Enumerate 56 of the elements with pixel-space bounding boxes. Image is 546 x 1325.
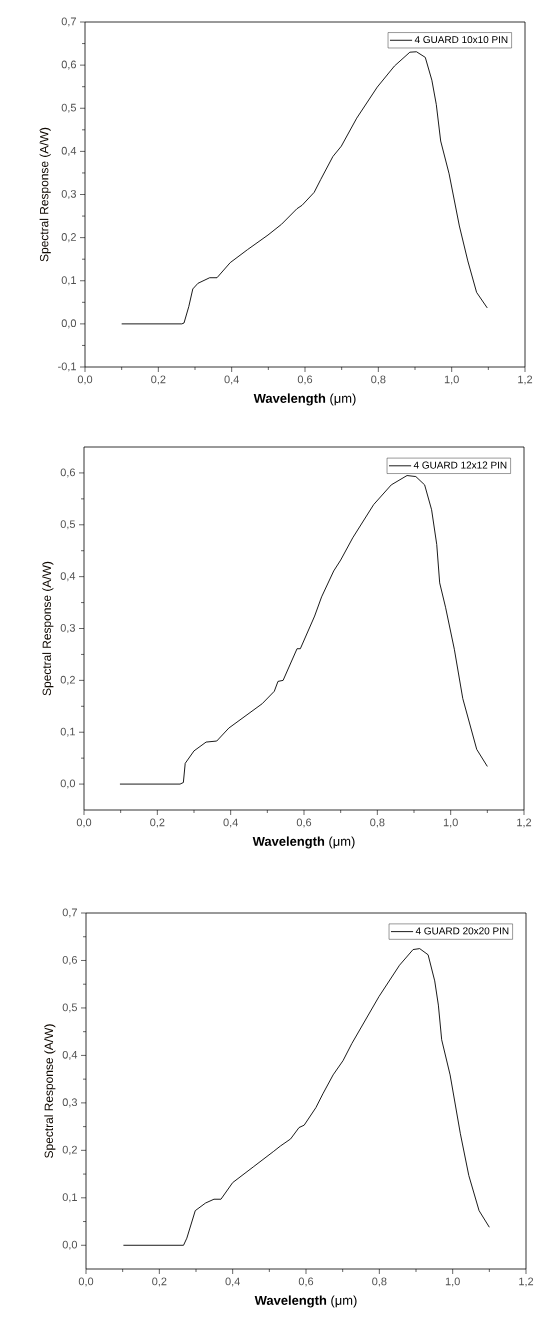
legend-label: 4 GUARD 10x10 PIN xyxy=(414,36,508,44)
x-tick-label: 1,2 xyxy=(517,818,532,828)
line-series xyxy=(121,51,488,325)
y-tick-label: 0,3 xyxy=(62,1098,77,1108)
y-tick-label: 0,7 xyxy=(61,17,76,27)
x-tick-label: 0,0 xyxy=(76,818,92,828)
x-tick-label: 0,0 xyxy=(78,1277,94,1287)
x-tick-label: 1,2 xyxy=(519,1277,534,1287)
x-tick-label: 0,0 xyxy=(77,375,93,385)
y-tick-label: 0,3 xyxy=(61,189,76,200)
x-tick-label: 0,2 xyxy=(152,1277,167,1287)
y-tick-label: 0,1 xyxy=(61,276,76,286)
y-tick-label: 0,6 xyxy=(60,468,75,478)
y-tick-label: 0,0 xyxy=(60,779,76,789)
y-tick-label: 0,4 xyxy=(60,572,76,582)
x-tick-label: 0,2 xyxy=(150,818,165,828)
x-tick-label: 0,6 xyxy=(298,1277,314,1287)
legend-label: 4 GUARD 12x12 PIN xyxy=(413,461,507,469)
x-tick-label: 0,4 xyxy=(223,818,238,828)
y-tick-label: 0,5 xyxy=(62,1003,78,1013)
y-tick-label: 0,7 xyxy=(62,908,77,918)
x-axis-title: Wavelength (μm) xyxy=(252,836,355,849)
y-tick-label: 0,5 xyxy=(60,520,76,530)
legend-label: 4 GUARD 20x20 PIN xyxy=(415,927,509,935)
y-tick-label: 0,5 xyxy=(61,103,77,113)
y-tick-label: 0,2 xyxy=(62,1145,77,1155)
y-tick-label: 0,3 xyxy=(60,623,75,634)
x-tick-label: 0,4 xyxy=(225,1277,240,1287)
y-tick-label: 0,1 xyxy=(62,1193,77,1203)
y-tick-label: 0,6 xyxy=(61,60,76,70)
y-tick-label: 0,1 xyxy=(60,727,75,737)
x-tick-label: 1,2 xyxy=(518,375,533,385)
x-tick-label: 0,6 xyxy=(297,375,313,385)
y-tick-label: 0,6 xyxy=(62,955,77,966)
line-series xyxy=(122,948,490,1246)
x-axis-title: Wavelength (μm) xyxy=(254,1295,357,1308)
y-tick-label: -0,1 xyxy=(58,362,76,372)
x-tick-label: 0,8 xyxy=(371,375,386,385)
y-axis-title: Spectral Response (A/W) xyxy=(39,127,51,262)
x-tick-label: 1,0 xyxy=(444,375,459,385)
x-tick-label: 0,8 xyxy=(370,818,385,828)
x-tick-label: 0,8 xyxy=(372,1277,387,1287)
x-tick-label: 1,0 xyxy=(443,818,458,828)
y-tick-label: 0,2 xyxy=(61,233,76,243)
y-axis-title: Spectral Response (A/W) xyxy=(42,561,54,696)
x-tick-label: 0,4 xyxy=(224,375,239,385)
x-tick-label: 1,0 xyxy=(445,1277,460,1287)
x-tick-label: 0,2 xyxy=(151,375,166,385)
y-axis-title: Spectral Response (A/W) xyxy=(44,1024,56,1158)
y-tick-label: 0,0 xyxy=(62,1240,78,1250)
y-tick-label: 0,4 xyxy=(61,146,77,156)
x-tick-label: 0,6 xyxy=(296,818,312,828)
x-axis-title: Wavelength (μm) xyxy=(253,393,356,406)
y-tick-label: 0,0 xyxy=(61,319,77,329)
y-tick-label: 0,2 xyxy=(60,675,75,685)
y-tick-label: 0,4 xyxy=(62,1050,78,1060)
